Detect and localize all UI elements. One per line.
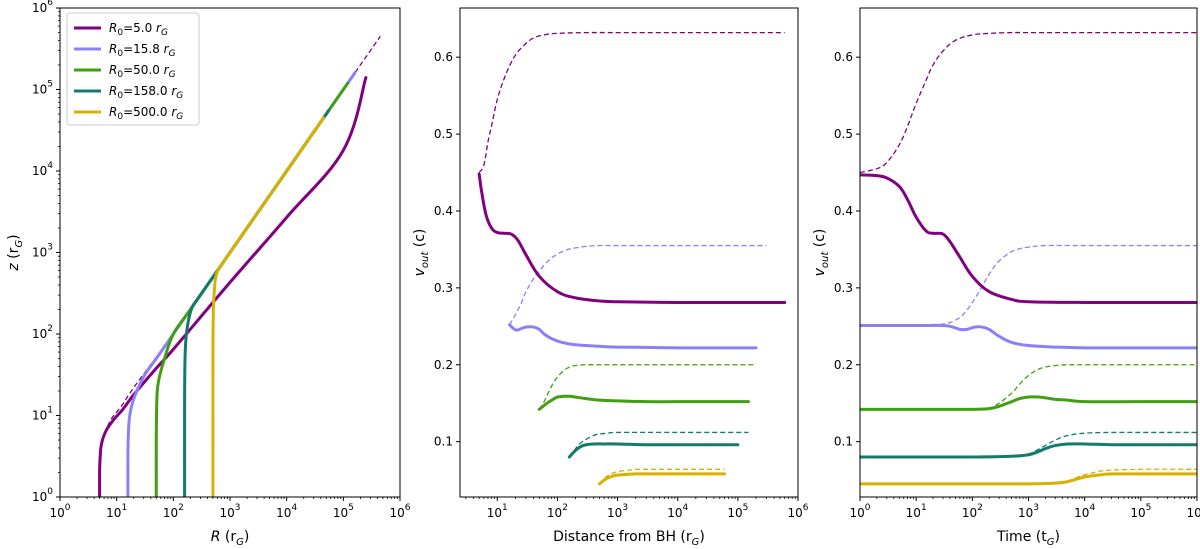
legend-box: [66, 12, 200, 126]
series-line-r0-158-0-dashed: [568, 431, 749, 458]
x-tick-label: 103: [607, 503, 628, 520]
series-line-r0-158-0: [183, 109, 331, 497]
series-line-r0-15-8-dashed: [860, 244, 1197, 326]
series-line-r0-500-0-dashed: [598, 468, 725, 485]
series-line-r0-15-8: [860, 323, 1197, 350]
y-axis-label: vout (c): [812, 229, 831, 277]
x-tick-label: 101: [487, 503, 508, 520]
x-axis-label: Time (tG): [996, 529, 1060, 548]
y-tick-label: 100: [32, 487, 53, 504]
legend-label: R0=500.0 rG: [109, 105, 183, 122]
y-tick-label: 104: [32, 161, 53, 178]
x-tick-label: 104: [1074, 503, 1095, 520]
x-tick-label: 105: [333, 503, 354, 520]
y-tick-label: 0.1: [434, 435, 453, 449]
x-tick-label: 105: [1130, 503, 1151, 520]
legend-label: R0=5.0 rG: [109, 21, 168, 38]
x-tick-label: 100: [849, 503, 870, 520]
series-line-r0-5-0: [477, 172, 787, 305]
y-tick-label: 106: [32, 0, 53, 15]
y-tick-label: 101: [32, 406, 53, 423]
x-tick-label: 106: [787, 503, 808, 520]
x-tick-label: 103: [1018, 503, 1039, 520]
chart-panel-2: 101 102 103 104 105 106 0.1 0.2 0.3 0.4 0.5 0.6 Dist…: [412, 7, 809, 548]
series-line-r0-50-0: [537, 394, 750, 411]
series-line-r0-5-0-dashed: [478, 31, 785, 173]
legend-label: R0=15.8 rG: [109, 42, 176, 59]
series-line-r0-500-0: [211, 116, 326, 497]
series-line-r0-50-0-dashed: [538, 364, 756, 410]
y-tick-label: 105: [32, 80, 53, 97]
series-line-r0-15-8: [508, 323, 758, 350]
y-tick-label: 0.5: [434, 127, 453, 141]
y-tick-label: 0.2: [434, 358, 453, 372]
series-line-r0-5-0: [860, 173, 1197, 305]
series-line-r0-5-0: [98, 76, 368, 497]
x-tick-label: 106: [389, 503, 410, 520]
chart-panel-1: 100 101 102 103 104 105 106 100 101 102 103 104 105 1…: [6, 0, 411, 548]
series-line-r0-158-0: [567, 442, 740, 459]
x-tick-label: 102: [163, 503, 184, 520]
x-tick-label: 104: [276, 503, 297, 520]
y-tick-label: 0.4: [434, 204, 453, 218]
y-tick-label: 103: [32, 243, 53, 260]
series-group: [98, 35, 381, 497]
x-axis-label: R (rG): [211, 529, 250, 548]
series-line-r0-15-8: [126, 71, 357, 497]
series-line-r0-5-0-dashed: [860, 31, 1197, 174]
y-tick-label: 0.3: [834, 281, 853, 295]
x-tick-label: 100: [49, 503, 70, 520]
series-line-r0-15-8-dashed: [508, 244, 767, 326]
series-line-r0-500-0: [860, 472, 1197, 486]
y-tick-label: 0.4: [834, 204, 853, 218]
plot-frame: [859, 7, 1198, 498]
series-group: [477, 31, 787, 486]
x-tick-label: 103: [219, 503, 240, 520]
legend-label: R0=158.0 rG: [109, 84, 183, 101]
x-tick-label: 106: [1186, 503, 1200, 520]
x-tick-label: 104: [667, 503, 688, 520]
legend-label: R0=50.0 rG: [109, 63, 176, 80]
x-tick-label: 102: [962, 503, 983, 520]
y-axis-label: z (rG): [6, 234, 25, 271]
series-line-r0-50-0: [860, 395, 1197, 411]
series-line-r0-500-0: [597, 472, 727, 486]
y-tick-label: 0.6: [434, 50, 453, 64]
x-axis-label: Distance from BH (rG): [553, 529, 705, 548]
y-tick-label: 102: [32, 324, 53, 341]
y-tick-label: 0.5: [834, 127, 853, 141]
series-line-r0-500-0-dashed: [860, 468, 1197, 485]
y-tick-label: 0.2: [834, 358, 853, 372]
y-axis-label: vout (c): [412, 229, 431, 277]
x-tick-label: 101: [906, 503, 927, 520]
y-tick-label: 0.1: [834, 435, 853, 449]
series-group: [860, 31, 1197, 486]
x-tick-label: 101: [106, 503, 127, 520]
y-tick-label: 0.3: [434, 281, 453, 295]
x-tick-label: 105: [727, 503, 748, 520]
plot-frame: [459, 7, 799, 498]
y-tick-label: 0.6: [834, 50, 853, 64]
chart-panel-3: 100 101 102 103 104 105 106 0.1 0.2 0.3 0.4 0.5 0.6 T…: [812, 7, 1200, 548]
x-tick-label: 102: [547, 503, 568, 520]
series-line-r0-158-0: [860, 442, 1197, 459]
legend: R0=5.0 rG R0=15.8 rG R0=50.0 rG R0=158.0 rG…: [66, 12, 200, 126]
